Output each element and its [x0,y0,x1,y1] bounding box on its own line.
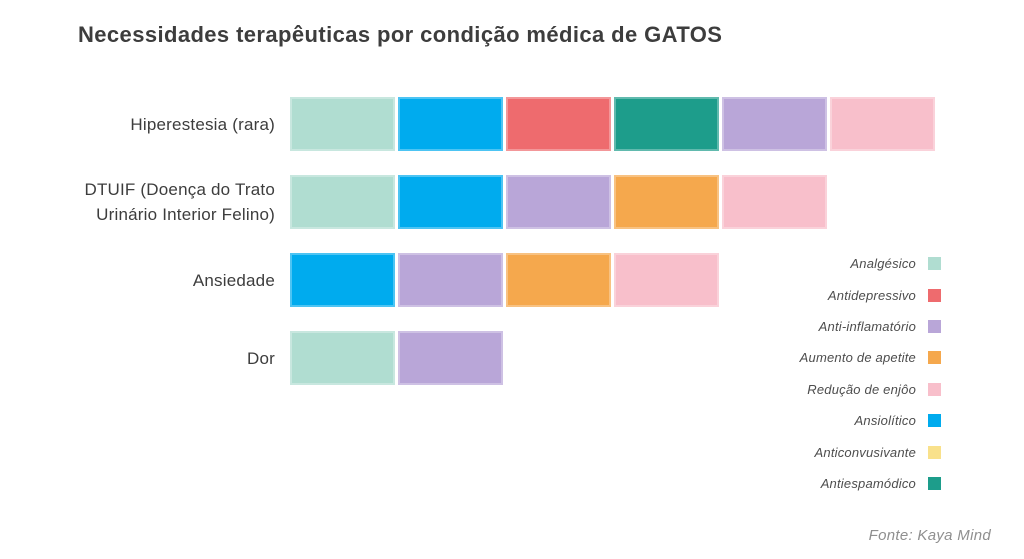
legend-swatch [928,288,941,302]
bar-segment [506,175,611,229]
legend-swatch [928,445,941,459]
legend-item: Anticonvusivante [800,436,941,467]
legend-item: Ansiolítico [800,405,941,436]
bar-segment [290,97,395,151]
bar-row: Ansiedade [0,253,719,307]
bar-segment [398,97,503,151]
bar-segment [506,253,611,307]
bar-segment [614,175,719,229]
bar-segments [290,97,935,151]
bar-segment [722,97,827,151]
legend-swatch [928,414,941,428]
legend-item: Analgésico [800,248,941,279]
legend-item: Antidepressivo [800,279,941,310]
category-label: Dor [247,348,275,368]
bar-segments [290,253,719,307]
bar-segment [398,331,503,385]
bar-segment [506,97,611,151]
bar-segment [398,253,503,307]
legend-swatch [928,319,941,333]
legend-label: Anti-inflamatório [818,318,916,334]
bar-segment [614,97,719,151]
category-label: Hiperestesia (rara) [130,114,275,134]
bar-segments [290,175,827,229]
legend-item: Antiespamódico [800,468,941,499]
chart-title: Necessidades terapêuticas por condição m… [78,22,723,47]
legend-item: Aumento de apetite [800,342,941,373]
category-label: DTUIF (Doença do Trato Urinário Interior… [84,180,275,224]
legend-swatch [928,257,941,271]
legend-label: Aumento de apetite [799,350,916,366]
legend-label: Anticonvusivante [814,444,916,460]
legend-label: Analgésico [850,256,916,272]
bar-segments [290,331,503,385]
category-label: Ansiedade [192,270,275,290]
legend-label: Ansiolítico [854,413,916,429]
source-credit: Fonte: Kaya Mind [868,527,991,544]
bar-segment [290,253,395,307]
legend-label: Antiespamódico [820,475,916,491]
bar-segment [398,175,503,229]
bar-segment [722,175,827,229]
legend-label: Redução de enjôo [807,381,916,397]
bar-segment [830,97,935,151]
legend-swatch [928,351,941,365]
bar-segment [614,253,719,307]
legend-swatch [928,382,941,396]
legend-swatch [928,476,941,490]
legend-label: Antidepressivo [827,287,916,303]
legend-item: Redução de enjôo [800,374,941,405]
bar-row: Hiperestesia (rara) [0,97,935,151]
bar-segment [290,175,395,229]
bar-segment [290,331,395,385]
bar-row: DTUIF (Doença do Trato Urinário Interior… [0,175,827,229]
bar-row: Dor [0,331,503,385]
legend-item: Anti-inflamatório [800,311,941,342]
legend: Analgésico Antidepressivo Anti-inflamatóri… [800,248,941,499]
